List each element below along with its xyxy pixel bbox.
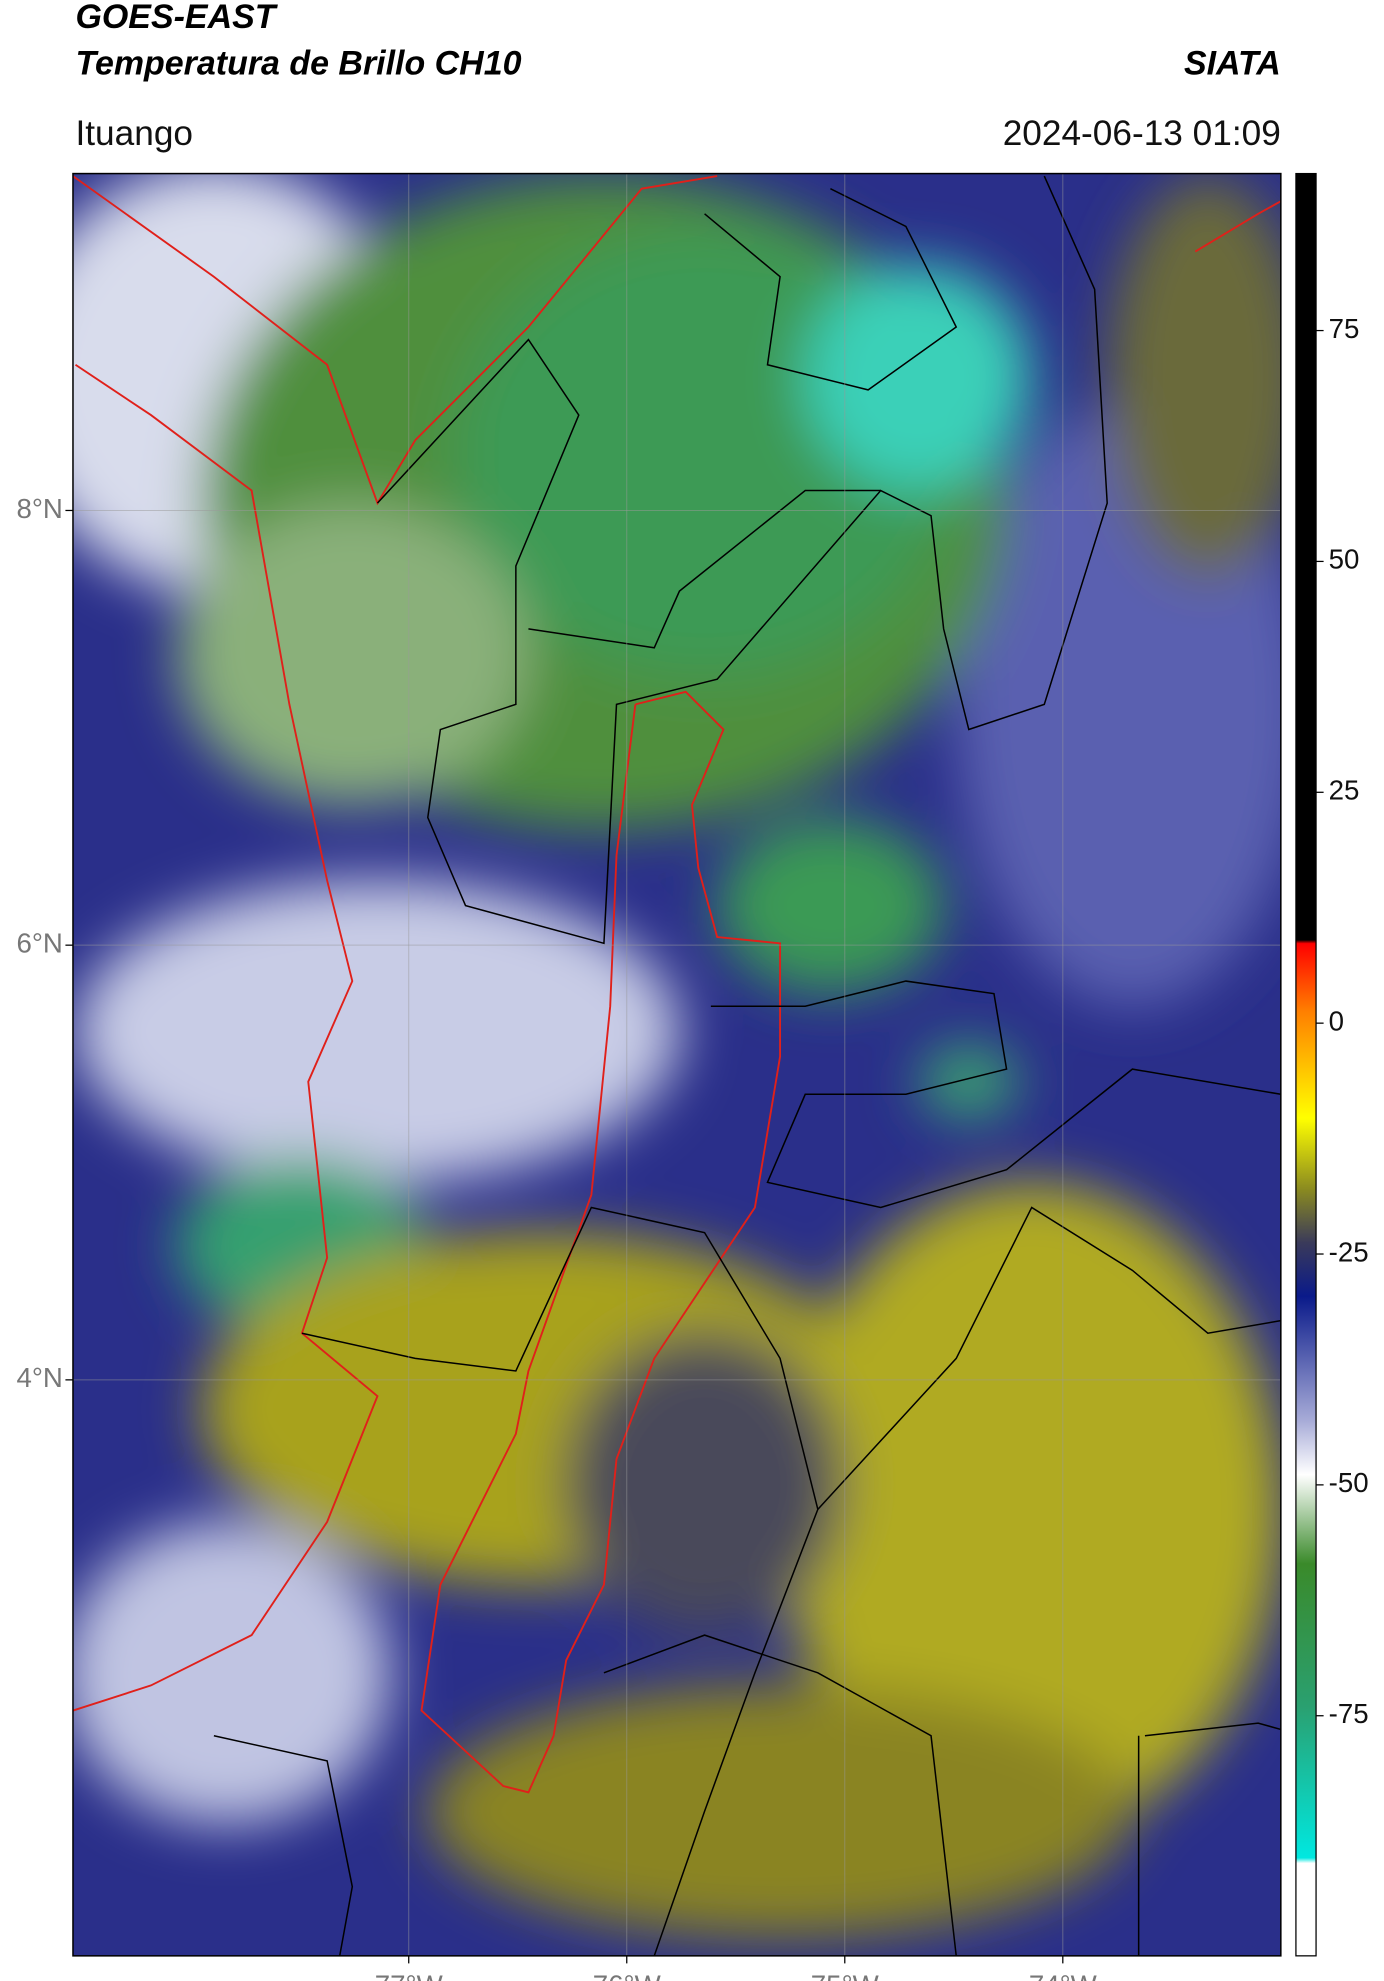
y-tick-label: 8°N [16, 493, 62, 524]
x-tick-label: 76°W [593, 1970, 662, 1981]
location: Ituango [75, 114, 193, 153]
satellite-image [72, 173, 1281, 1956]
graticule [72, 173, 1281, 1956]
colorbar-tick-label: 0 [1329, 1005, 1344, 1036]
x-tick-label: 77°W [375, 1970, 444, 1981]
colorbar [1295, 172, 1317, 1957]
y-tick-label: 6°N [16, 927, 62, 958]
colorbar-tick-label: 75 [1329, 313, 1360, 344]
map-frame [72, 172, 1282, 1957]
colorbar-tick-label: -50 [1329, 1467, 1369, 1498]
y-tick-label: 4°N [16, 1362, 62, 1393]
colorbar-tick-label: 50 [1329, 544, 1360, 575]
x-tick-label: 75°W [811, 1970, 880, 1981]
credit: SIATA [1184, 44, 1281, 82]
colorbar-tick-label: 25 [1329, 775, 1360, 806]
timestamp: 2024-06-13 01:09 [1003, 114, 1281, 153]
x-tick-label: 74°W [1029, 1970, 1098, 1981]
colorbar-tick-label: -25 [1329, 1236, 1369, 1267]
subtitle: Temperatura de Brillo CH10 [75, 44, 521, 82]
colorbar-tick-label: -75 [1329, 1698, 1369, 1729]
title: GOES-EAST [75, 0, 278, 36]
